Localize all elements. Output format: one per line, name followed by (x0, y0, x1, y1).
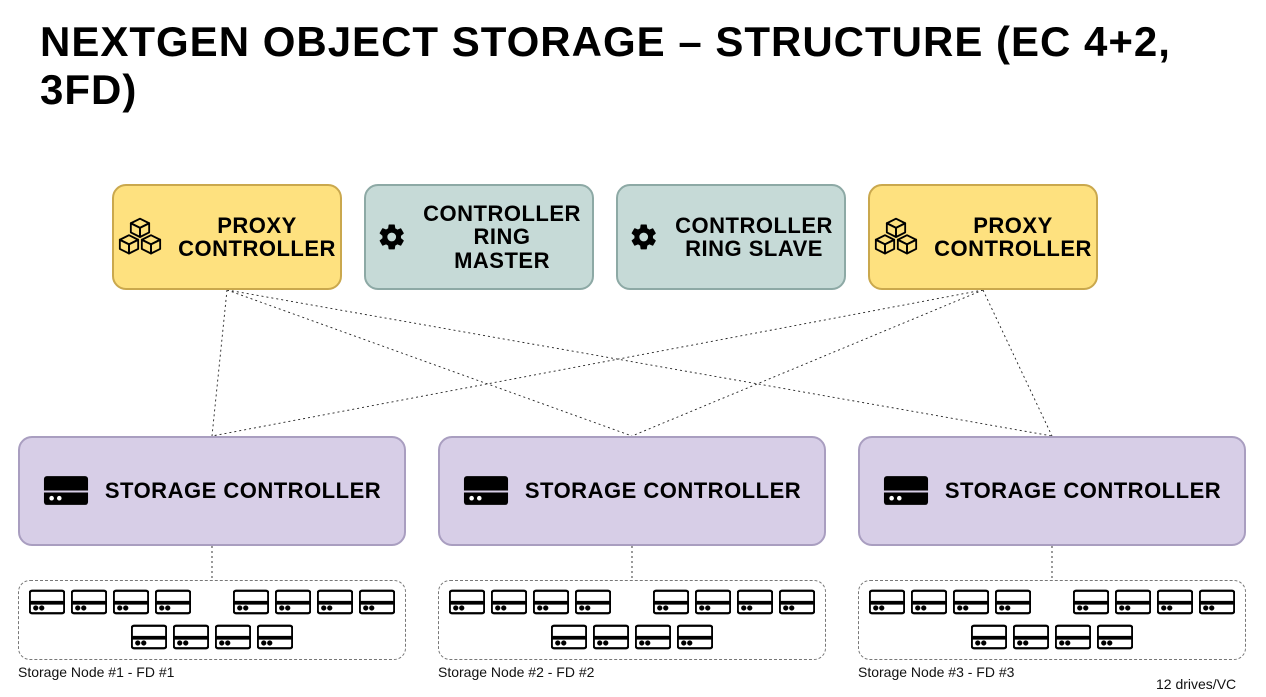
drive-icon (551, 624, 587, 655)
drive-icon (911, 589, 947, 620)
ring-master-label: CONTROLLER RING MASTER (423, 202, 581, 271)
drive-icon (1157, 589, 1193, 620)
drive-icon (113, 589, 149, 620)
drive-icon (971, 624, 1007, 655)
diagram-stage: NEXTGEN OBJECT STORAGE – STRUCTURE (EC 4… (0, 0, 1266, 697)
drives-1-caption: Storage Node #1 - FD #1 (18, 664, 174, 680)
drives-1 (18, 580, 406, 660)
drive-icon (1097, 624, 1133, 655)
storage-3: STORAGE CONTROLLER (858, 436, 1246, 546)
drive-icon (173, 624, 209, 655)
drive-icon (635, 624, 671, 655)
cubes-icon (874, 215, 918, 259)
storage-2-label: STORAGE CONTROLLER (525, 479, 801, 502)
drive-icon (953, 589, 989, 620)
storage-1: STORAGE CONTROLLER (18, 436, 406, 546)
footnote-right: 12 drives/VC (1156, 676, 1236, 692)
drives-3-caption: Storage Node #3 - FD #3 (858, 664, 1014, 680)
drive-icon (653, 589, 689, 620)
drive-icon (695, 589, 731, 620)
gear-icon (377, 222, 407, 252)
storage-2: STORAGE CONTROLLER (438, 436, 826, 546)
drives-2 (438, 580, 826, 660)
drive-icon (593, 624, 629, 655)
drive-icon (779, 589, 815, 620)
hdd-icon (463, 474, 509, 507)
drives-3 (858, 580, 1246, 660)
storage-3-label: STORAGE CONTROLLER (945, 479, 1221, 502)
gear-icon (629, 222, 659, 252)
drive-icon (215, 624, 251, 655)
drives-2-caption: Storage Node #2 - FD #2 (438, 664, 594, 680)
drive-icon (1073, 589, 1109, 620)
cubes-icon (118, 215, 162, 259)
proxy-left: PROXY CONTROLLER (112, 184, 342, 290)
drive-icon (317, 589, 353, 620)
drive-icon (1115, 589, 1151, 620)
drive-icon (257, 624, 293, 655)
drive-icon (449, 589, 485, 620)
drive-icon (995, 589, 1031, 620)
drive-icon (359, 589, 395, 620)
proxy-right-label: PROXY CONTROLLER (934, 214, 1092, 260)
ring-master: CONTROLLER RING MASTER (364, 184, 594, 290)
hdd-icon (883, 474, 929, 507)
proxy-right: PROXY CONTROLLER (868, 184, 1098, 290)
drive-icon (869, 589, 905, 620)
hdd-icon (43, 474, 89, 507)
drive-icon (1013, 624, 1049, 655)
proxy-left-label: PROXY CONTROLLER (178, 214, 336, 260)
drive-icon (677, 624, 713, 655)
drive-icon (575, 589, 611, 620)
drive-icon (29, 589, 65, 620)
ring-slave-label: CONTROLLER RING SLAVE (675, 214, 833, 260)
drive-icon (1199, 589, 1235, 620)
drive-icon (233, 589, 269, 620)
drive-icon (131, 624, 167, 655)
drive-icon (155, 589, 191, 620)
drive-icon (275, 589, 311, 620)
drive-icon (71, 589, 107, 620)
drive-icon (491, 589, 527, 620)
drive-icon (1055, 624, 1091, 655)
storage-1-label: STORAGE CONTROLLER (105, 479, 381, 502)
ring-slave: CONTROLLER RING SLAVE (616, 184, 846, 290)
drive-icon (533, 589, 569, 620)
drive-icon (737, 589, 773, 620)
page-title: NEXTGEN OBJECT STORAGE – STRUCTURE (EC 4… (40, 18, 1266, 114)
